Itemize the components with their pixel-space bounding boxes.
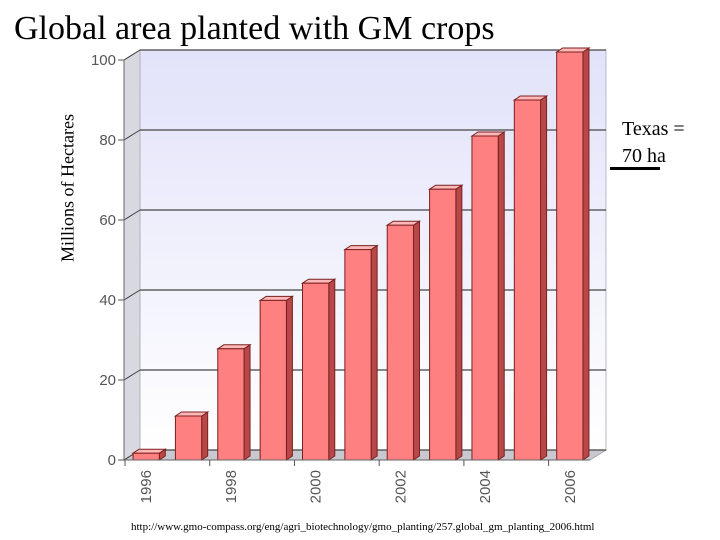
bar-side [540,95,548,461]
bar-front [132,452,160,461]
y-tick-label: 20 [99,372,116,389]
x-tick-label: 2002 [392,470,409,503]
bar-side [285,295,293,461]
bar-front [217,348,245,461]
y-tick-label: 100 [91,52,116,69]
bar-1997 [173,411,210,461]
x-tick-label: 2006 [562,470,579,503]
annotation-line-2: 70 ha [622,145,666,167]
bar-front [302,282,330,461]
bar-side [497,131,505,461]
bar-top [555,47,591,53]
bar-front [513,99,542,461]
bar-2001 [343,244,379,461]
bar-1996 [131,448,167,461]
bar-front [386,224,414,461]
bar-2004 [470,131,506,461]
gridline-depth [123,289,141,301]
bar-top [512,95,549,101]
bar-side [328,278,336,461]
y-tick-label: 80 [99,132,116,149]
y-tick-label: 40 [99,292,116,309]
bar-1998 [216,343,252,461]
annotation-underline [610,167,660,170]
bar-1999 [258,295,295,461]
y-axis-label: Millions of Hectares [57,114,78,262]
bar-2003 [427,184,464,461]
bar-2006 [555,47,591,461]
bar-top [258,295,295,301]
bar-2002 [385,220,422,461]
bar-top [216,344,252,350]
plot-left-wall [123,49,141,461]
bar-top [131,448,167,454]
axis-layer: 0 20 40 60 80 100 1996 1998 2000 2002 2004 2006 [91,52,590,503]
x-tick-label: 2004 [477,470,494,503]
bar-top [427,184,464,190]
gridline-depth [123,49,141,61]
bar-2005 [512,95,549,461]
bar-front [259,299,287,461]
bar-top [470,131,506,137]
y-tick-label: 0 [108,452,116,469]
bar-side [455,184,463,461]
x-tick-label: 2000 [308,470,325,503]
gridline-depth [123,129,141,141]
bar-front [174,415,203,461]
y-tick-label: 60 [99,212,116,229]
bar-top [300,278,337,284]
bar-side [412,220,420,461]
gridline-depth [123,369,141,381]
bar-side [201,411,209,461]
source-url: http://www.gmo-compass.org/eng/agri_biot… [131,521,595,533]
bar-top [173,411,210,417]
bar-front [429,188,457,461]
bar-top [343,245,379,251]
chart-title: Global area planted with GM crops [14,10,495,47]
bar-side [582,47,590,461]
bar-side [243,343,251,461]
bar-front [556,51,584,461]
bar-2000 [300,278,337,461]
x-tick-label: 1996 [138,470,155,503]
x-tick-label: 1998 [223,470,240,503]
bar-front [344,249,372,461]
bar-front [471,135,499,461]
texas-annotation: Texas = 70 ha [622,116,685,170]
bar-top [385,220,422,226]
gridline-depth [123,209,141,221]
bar-side [370,244,378,461]
annotation-line-1: Texas = [622,118,685,140]
